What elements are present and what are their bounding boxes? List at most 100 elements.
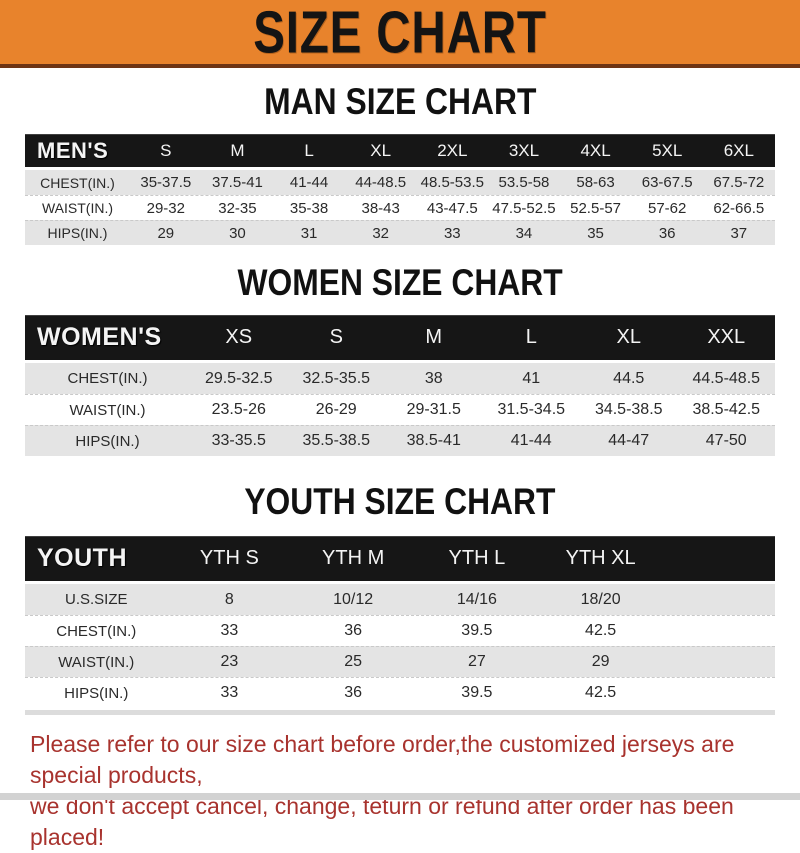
data-cell: 47.5-52.5 [492,199,556,217]
data-cell: 33 [443,224,461,242]
data-cell: 41-44 [510,432,552,449]
data-cell: 67.5-72 [713,174,765,191]
table-header-row: YOUTH YTH S YTH M YTH L YTH XL [25,536,775,581]
data-cell: 32.5-35.5 [302,369,371,387]
data-cell: 37 [730,224,748,242]
data-cell: 36 [344,684,363,701]
row-label: HIPS(IN.) [64,684,129,702]
data-cell: 32-35 [218,199,257,217]
column-header-cell: XS [225,326,253,348]
data-cell: 34.5-38.5 [594,401,663,418]
row-label: U.S.SIZE [64,591,128,608]
data-cell: 39.5 [461,684,493,701]
data-cell: 38.5-42.5 [692,401,761,418]
data-cell: 42.5 [585,684,617,701]
data-cell: 38 [424,369,443,387]
table-row: CHEST(IN.) 33 36 39.5 42.5 [25,615,775,646]
data-cell: 39.5 [461,622,493,639]
data-cell: 31 [300,224,318,242]
data-cell: 58-63 [576,174,615,191]
data-cell: 29 [591,653,610,670]
column-header-cell: YTH XL [565,547,636,569]
data-cell: 36 [344,622,363,639]
data-cell: 44.5-48.5 [692,369,761,387]
data-cell: 33 [220,684,239,701]
data-cell: 57-62 [648,199,687,217]
men-size-table: MEN'S S M L XL 2XL 3XL 4XL 5XL 6XL CHEST(IN.) 35-37… [25,134,775,245]
table-header-label: YOUTH [37,544,127,572]
data-cell: 31.5-34.5 [497,401,566,418]
data-cell: 25 [344,653,363,670]
size-chart-banner: SIZE CHART [0,0,800,68]
table-row: HIPS(IN.) 33-35.5 35.5-38.5 38.5-41 41-44 44-… [25,425,775,456]
data-cell: 8 [224,590,234,608]
youth-table-bottom-strip [25,710,775,715]
section-title-men: MAN SIZE CHART [0,68,800,134]
women-section-heading: WOMEN SIZE CHART [237,262,563,303]
data-cell: 41 [522,369,541,387]
column-header-cell: XL [370,140,392,160]
banner-title: SIZE CHART [253,0,547,66]
data-cell: 26-29 [315,401,357,418]
youth-section-heading: YOUTH SIZE CHART [244,481,556,522]
data-cell: 62-66.5 [713,199,765,217]
row-label: WAIST(IN.) [58,653,135,671]
data-cell: 35-37.5 [140,174,192,191]
column-header-cell: XL [616,326,641,348]
youth-size-table: YOUTH YTH S YTH M YTH L YTH XL U.S.SIZE 8 10/12… [25,536,775,708]
section-title-women: WOMEN SIZE CHART [0,245,800,315]
table-row: HIPS(IN.) 33 36 39.5 42.5 [25,677,775,708]
data-cell: 36 [658,224,676,242]
column-header-cell: L [525,326,537,348]
row-label: WAIST(IN.) [41,200,114,216]
column-header-cell: S [329,326,343,348]
table-header-label: MEN'S [37,137,109,163]
row-label: CHEST(IN.) [67,370,148,387]
data-cell: 38.5-41 [406,432,461,449]
column-header-cell: 2XL [437,140,468,160]
column-header-cell: XXL [707,326,746,348]
data-cell: 43-47.5 [426,199,478,217]
table-header-row: MEN'S S M L XL 2XL 3XL 4XL 5XL 6XL [25,134,775,167]
data-cell: 30 [229,224,246,242]
section-title-youth: YOUTH SIZE CHART [0,456,800,536]
data-cell: 53.5-58 [498,174,550,191]
data-cell: 48.5-53.5 [420,174,484,191]
men-section-heading: MAN SIZE CHART [263,81,537,122]
data-cell: 44-48.5 [355,174,407,191]
column-header-cell: S [160,140,172,160]
data-cell: 35 [587,224,604,242]
disclaimer-note: Please refer to our size chart before or… [30,729,770,853]
table-row: CHEST(IN.) 29.5-32.5 32.5-35.5 38 41 44.5 44.5… [25,363,775,394]
column-header-cell: 3XL [508,140,540,160]
data-cell: 35.5-38.5 [302,432,371,449]
data-cell: 27 [467,653,486,670]
data-cell: 29-31.5 [406,401,461,418]
disclaimer-line-2: we don't accept cancel, change, teturn o… [30,793,734,850]
data-cell: 29-32 [146,199,185,217]
disclaimer-line-1: Please refer to our size chart before or… [30,731,735,788]
row-label: CHEST(IN.) [40,174,115,191]
data-cell: 33 [220,622,239,639]
data-cell: 23.5-26 [211,401,266,418]
data-cell: 18/20 [580,590,621,608]
data-cell: 32 [372,224,390,242]
row-label: WAIST(IN.) [69,401,146,419]
row-label: CHEST(IN.) [56,622,137,640]
table-row: WAIST(IN.) 23.5-26 26-29 29-31.5 31.5-34.5 34… [25,394,775,425]
data-cell: 47-50 [705,432,747,449]
data-cell: 10/12 [333,590,374,608]
row-label: HIPS(IN.) [47,225,108,241]
data-cell: 38-43 [361,199,400,217]
data-cell: 29 [157,224,175,242]
data-cell: 41-44 [289,174,329,191]
data-cell: 63-67.5 [641,174,693,191]
column-header-cell: 5XL [652,140,683,160]
table-row: U.S.SIZE 8 10/12 14/16 18/20 [25,584,775,615]
bottom-edge-strip [0,793,800,800]
table-header-label: WOMEN'S [37,323,162,351]
column-header-cell: M [230,140,245,160]
data-cell: 44.5 [613,369,645,387]
table-row: HIPS(IN.) 29 30 31 32 33 34 35 36 37 [25,220,775,245]
data-cell: 35-38 [289,199,329,217]
